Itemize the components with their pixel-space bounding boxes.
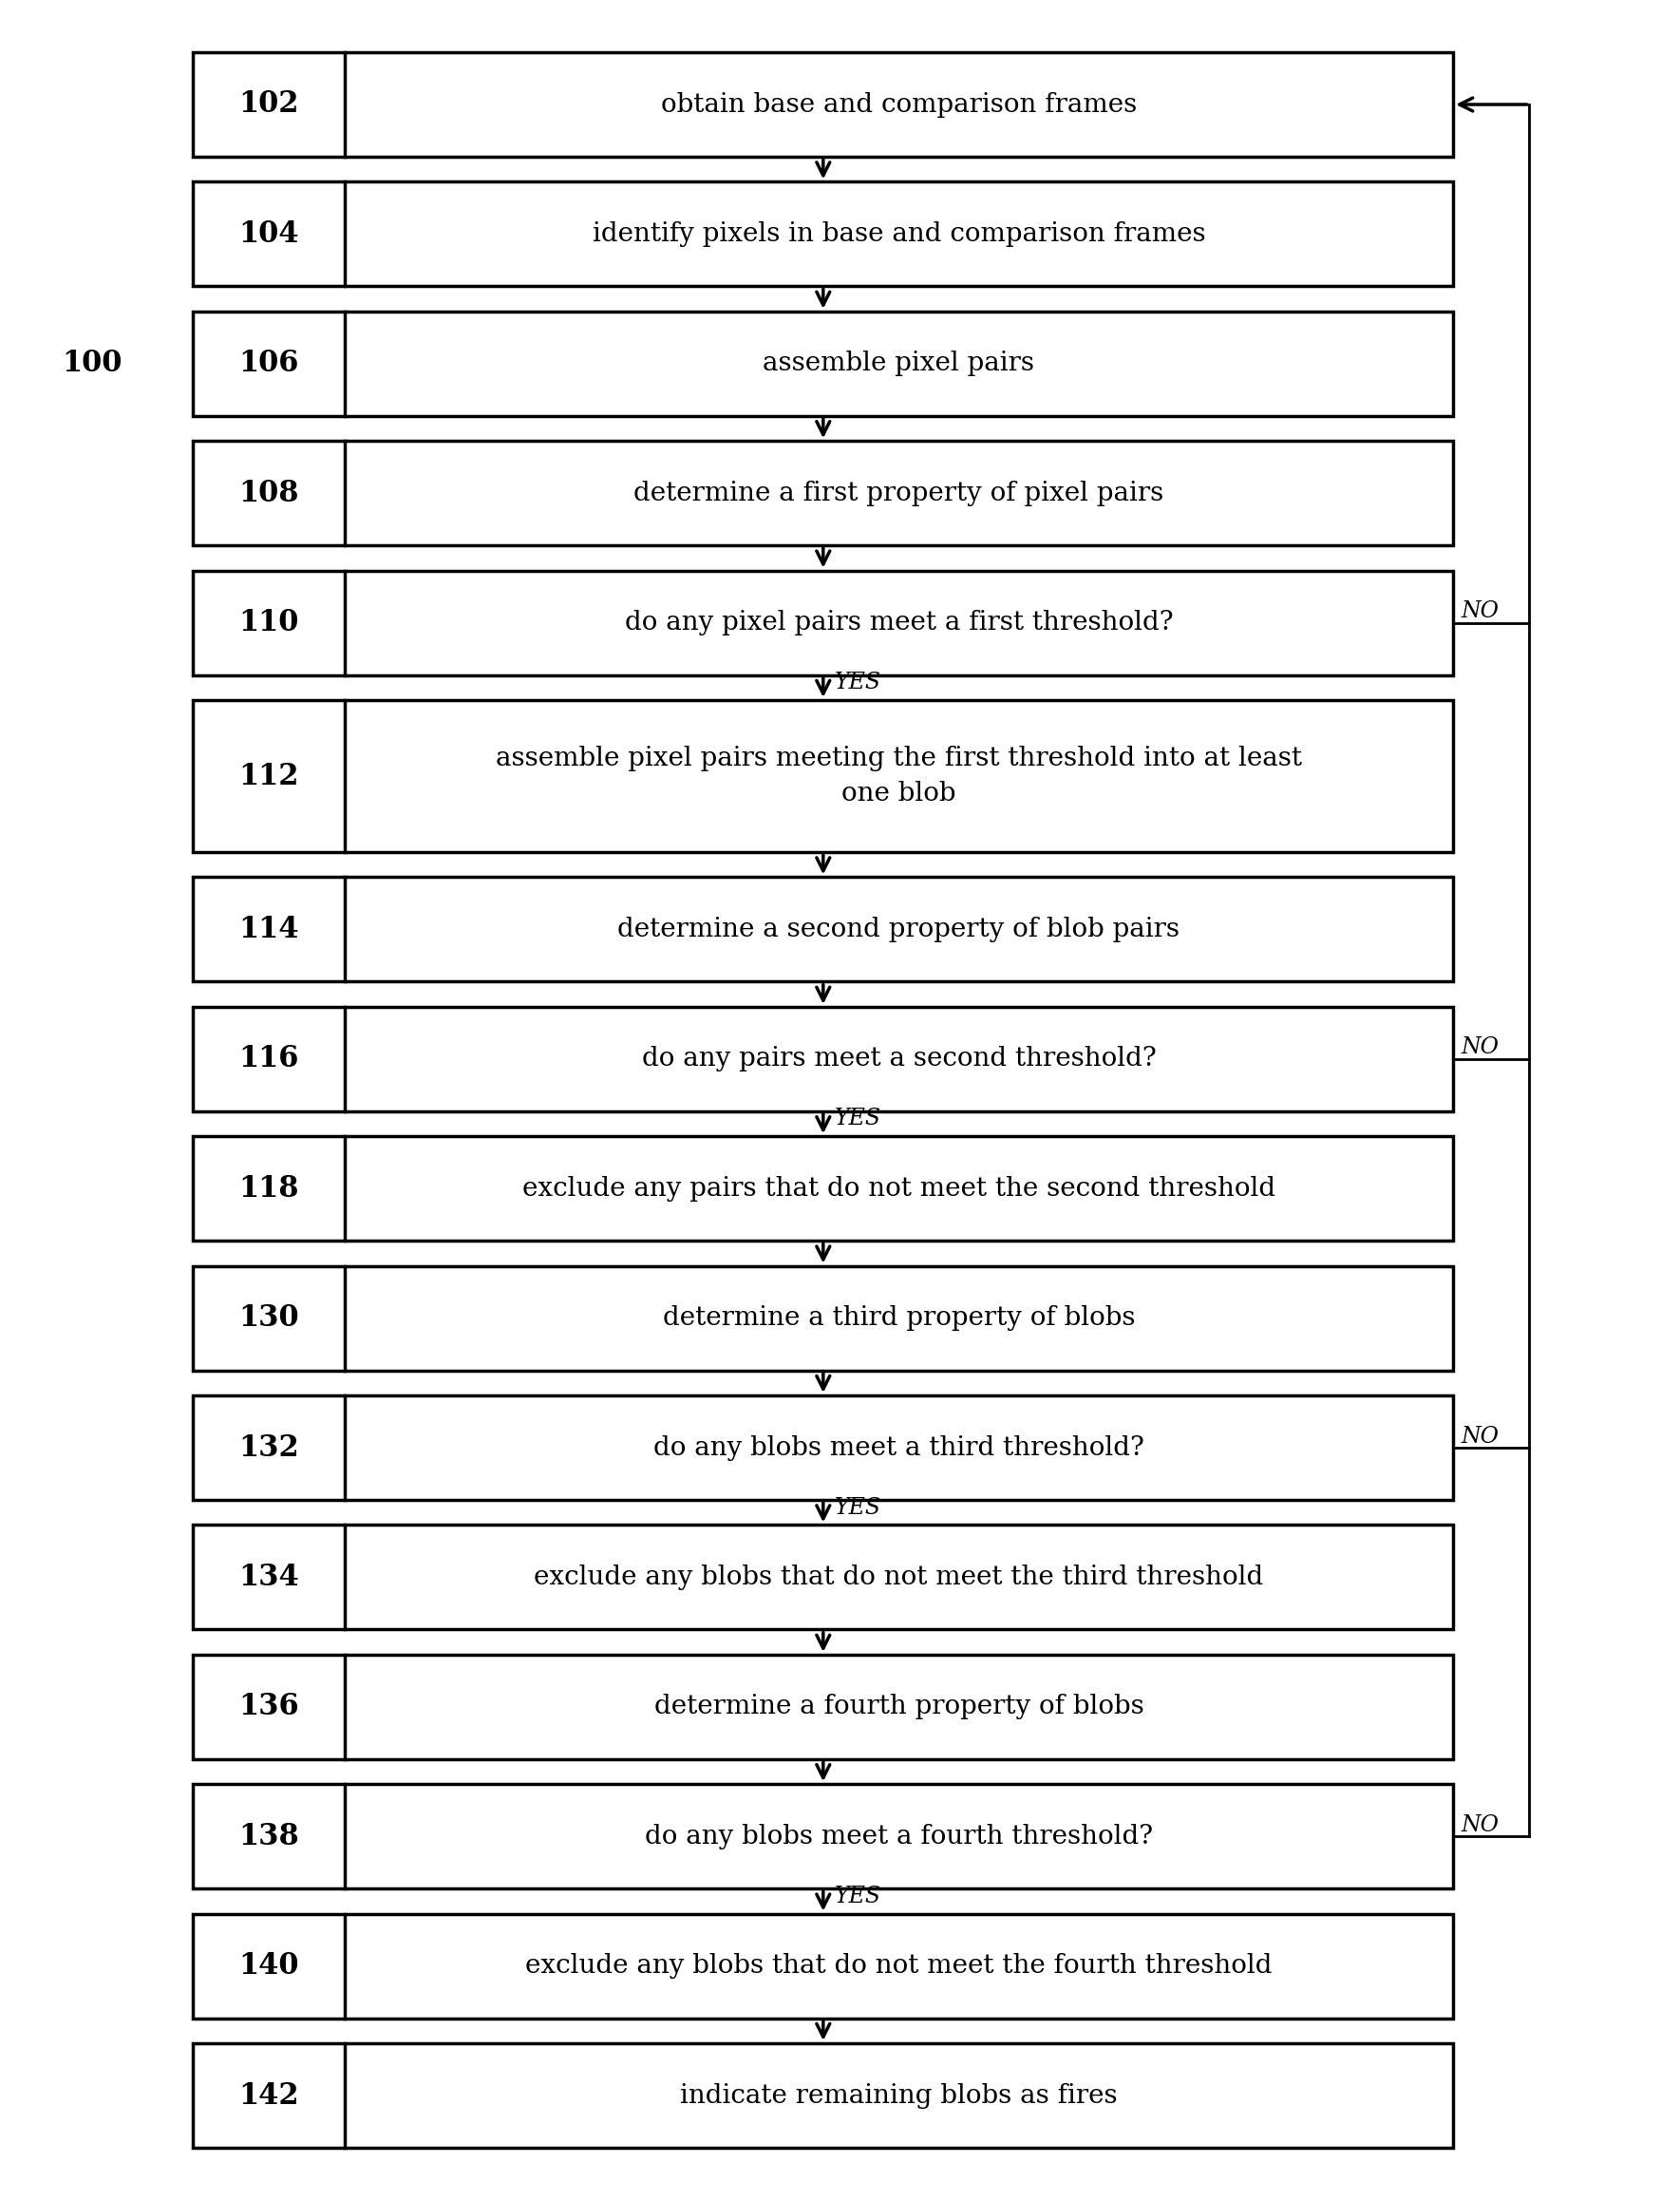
Text: 116: 116 (239, 1045, 299, 1074)
Text: YES: YES (835, 1109, 880, 1131)
Text: YES: YES (835, 1885, 880, 1907)
Text: obtain base and comparison frames: obtain base and comparison frames (660, 92, 1137, 117)
Bar (193, 1265, 1453, 1371)
Text: determine a second property of blob pairs: determine a second property of blob pair… (618, 917, 1179, 942)
Text: 140: 140 (239, 1951, 299, 1980)
Bar (193, 1135, 1453, 1241)
Text: determine a third property of blobs: determine a third property of blobs (662, 1305, 1136, 1331)
Bar (193, 1914, 1453, 2017)
Bar (193, 1654, 1453, 1760)
Text: 110: 110 (239, 607, 299, 638)
Bar (193, 1784, 1453, 1888)
Text: assemble pixel pairs meeting the first threshold into at least
one blob: assemble pixel pairs meeting the first t… (496, 746, 1302, 807)
Text: 100: 100 (62, 350, 123, 378)
Text: 112: 112 (239, 761, 299, 790)
Text: 102: 102 (239, 90, 299, 119)
Text: do any pixel pairs meet a first threshold?: do any pixel pairs meet a first threshol… (625, 609, 1173, 636)
Bar (193, 878, 1453, 981)
Text: 138: 138 (239, 1822, 299, 1850)
Text: 136: 136 (239, 1692, 299, 1723)
Text: NO: NO (1462, 601, 1499, 623)
Bar (193, 183, 1453, 286)
Text: 130: 130 (239, 1302, 299, 1333)
Bar (193, 1008, 1453, 1111)
Bar (193, 1395, 1453, 1500)
Text: do any blobs meet a fourth threshold?: do any blobs meet a fourth threshold? (645, 1824, 1152, 1850)
Text: 108: 108 (239, 477, 299, 508)
Text: do any blobs meet a third threshold?: do any blobs meet a third threshold? (654, 1434, 1144, 1461)
Text: determine a first property of pixel pairs: determine a first property of pixel pair… (633, 480, 1164, 506)
Text: 132: 132 (239, 1432, 299, 1463)
Text: exclude any pairs that do not meet the second threshold: exclude any pairs that do not meet the s… (522, 1175, 1275, 1201)
Text: indicate remaining blobs as fires: indicate remaining blobs as fires (680, 2083, 1117, 2108)
Text: exclude any blobs that do not meet the fourth threshold: exclude any blobs that do not meet the f… (526, 1954, 1272, 1978)
Bar (193, 312, 1453, 416)
Text: exclude any blobs that do not meet the third threshold: exclude any blobs that do not meet the t… (534, 1564, 1263, 1591)
Text: NO: NO (1462, 1426, 1499, 1448)
Text: assemble pixel pairs: assemble pixel pairs (763, 350, 1035, 376)
Bar (193, 700, 1453, 851)
Text: 134: 134 (239, 1562, 299, 1593)
Bar (193, 570, 1453, 675)
Text: determine a fourth property of blobs: determine a fourth property of blobs (654, 1694, 1144, 1720)
Text: 106: 106 (239, 350, 299, 378)
Bar (193, 440, 1453, 546)
Text: identify pixels in base and comparison frames: identify pixels in base and comparison f… (593, 222, 1205, 246)
Text: 104: 104 (239, 220, 299, 249)
Text: do any pairs meet a second threshold?: do any pairs meet a second threshold? (642, 1047, 1156, 1071)
Text: YES: YES (835, 671, 880, 693)
Bar (193, 53, 1453, 156)
Text: NO: NO (1462, 1815, 1499, 1835)
Text: 114: 114 (239, 915, 299, 944)
Bar (193, 1525, 1453, 1630)
Text: 118: 118 (239, 1175, 299, 1203)
Text: NO: NO (1462, 1036, 1499, 1058)
Text: YES: YES (835, 1496, 880, 1518)
Bar (193, 2044, 1453, 2147)
Text: 142: 142 (239, 2081, 299, 2110)
